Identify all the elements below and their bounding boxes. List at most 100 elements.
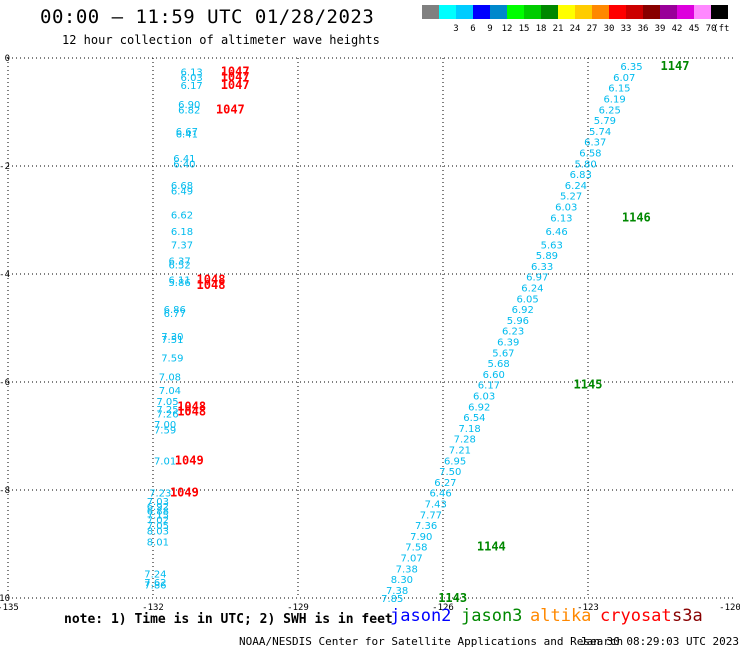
orbit-number-label: 1047 [216, 102, 245, 116]
legend-unit-label: (ft) [713, 24, 730, 34]
wave-height-label: 6.95 [444, 456, 466, 467]
orbit-number-label: 1146 [622, 210, 651, 224]
wave-height-label: 6.58 [579, 149, 601, 160]
wave-height-label: 7.59 [154, 426, 176, 437]
page-title: 00:00 – 11:59 UTC 01/28/2023 [40, 6, 375, 28]
legend-tick-label: 12 [502, 24, 513, 34]
generation-timestamp: Jan 30 08:29:03 UTC 2023 [580, 635, 739, 648]
wave-height-label: 7.26 [156, 409, 178, 420]
wave-height-label: 6.13 [550, 213, 572, 224]
legend-swatch [626, 5, 643, 19]
wave-height-label: 6.60 [483, 370, 505, 381]
wave-height-label: 6.13 [181, 68, 203, 79]
wave-height-label: 6.05 [516, 294, 538, 305]
legend-swatch [507, 5, 524, 19]
legend-tick-label: 24 [570, 24, 581, 34]
wave-height-label: 7.04 [159, 386, 181, 397]
legend-tick-label: 70 [706, 24, 717, 34]
orbit-number-label: 1049 [170, 486, 199, 500]
wave-height-label: 6.17 [478, 381, 500, 392]
wave-height-label: 6.11 [168, 275, 190, 286]
wave-height-label: 5.63 [541, 240, 563, 251]
wave-height-label: 6.07 [613, 73, 635, 84]
wave-height-label: 6.62 [171, 211, 193, 222]
orbit-number-label: 1047 [221, 78, 250, 92]
legend-swatch [575, 5, 592, 19]
legend-tick-label: 3 [453, 24, 458, 34]
satellite-cryosat: cryosat [600, 606, 672, 626]
wave-height-label: 6.33 [531, 262, 553, 273]
y-tick-label: -6 [0, 378, 10, 388]
wave-height-label: 7.30 [161, 332, 183, 343]
orbit-number-label: 1147 [661, 59, 690, 73]
y-tick-label: -2 [0, 162, 10, 172]
wave-height-label: 8.03 [147, 527, 169, 538]
orbit-number-label: 1048 [197, 272, 226, 286]
x-tick-label: -126 [432, 603, 454, 610]
wave-height-label: 6.03 [473, 392, 495, 403]
wave-height-label: 7.85 [381, 594, 403, 605]
wave-height-label: 7.86 [144, 581, 166, 592]
legend-tick-label: 36 [638, 24, 649, 34]
wave-height-label: 6.92 [512, 305, 534, 316]
orbit-number-label: 1143 [438, 591, 467, 605]
wave-height-label: 7.28 [454, 435, 476, 446]
legend-tick-label: 18 [536, 24, 547, 34]
legend-tick-label: 21 [553, 24, 564, 34]
legend-tick-label: 27 [587, 24, 598, 34]
units-note: note: 1) Time is in UTC; 2) SWH is in fe… [64, 612, 393, 627]
wave-height-label: 6.92 [147, 502, 169, 513]
wave-height-label: 7.08 [159, 373, 181, 384]
wave-height-label: 6.37 [584, 138, 606, 149]
wave-height-label: 6.83 [570, 170, 592, 181]
legend-tick-label: 30 [604, 24, 615, 34]
wave-height-label: 7.62 [144, 578, 166, 589]
wave-height-label: 6.92 [468, 402, 490, 413]
satellite-altika: altika [530, 606, 592, 626]
wave-height-label: 7.59 [161, 354, 183, 365]
satellite-s3a: s3a [672, 606, 703, 626]
x-tick-label: -135 [0, 603, 19, 610]
wave-height-label: 6.24 [521, 284, 543, 295]
legend-swatch [609, 5, 626, 19]
wave-height-label: 6.37 [168, 257, 190, 268]
wave-height-label: 6.54 [463, 413, 485, 424]
footer-credit: NOAA/NESDIS Center for Satellite Applica… [239, 635, 624, 648]
legend-tick-label: 33 [621, 24, 632, 34]
legend-swatch [490, 5, 507, 19]
wave-height-label: 5.74 [589, 127, 611, 138]
legend-swatch [660, 5, 677, 19]
wave-height-label: 5.27 [560, 192, 582, 203]
wave-height-label: 6.24 [565, 181, 587, 192]
wave-height-label: 6.49 [171, 186, 193, 197]
y-tick-label: -8 [0, 486, 10, 496]
wave-height-label: 6.77 [164, 309, 186, 320]
wave-height-label: 7.50 [439, 467, 461, 478]
wave-height-label: 6.82 [178, 105, 200, 116]
legend-swatch [473, 5, 490, 19]
wave-height-label: 7.07 [400, 554, 422, 565]
y-tick-label: -4 [0, 270, 10, 280]
wave-height-label: 7.18 [458, 424, 480, 435]
satellite-jason2: jason2 [390, 606, 452, 626]
orbit-number-label: 1047 [221, 70, 250, 84]
wave-height-label: 7.21 [449, 446, 471, 457]
legend-tick-label: 6 [470, 24, 475, 34]
wave-height-label: 6.03 [181, 73, 203, 84]
wave-height-label: 6.23 [502, 327, 524, 338]
legend-swatch [558, 5, 575, 19]
wave-height-label: 6.39 [497, 338, 519, 349]
x-tick-label: -123 [577, 603, 599, 610]
wave-height-label: 6.40 [173, 159, 195, 170]
wave-height-label: 6.35 [620, 62, 642, 73]
wave-height-label: 7.03 [147, 497, 169, 508]
wave-height-label: 6.88 [147, 507, 169, 518]
y-tick-label: -10 [0, 594, 10, 604]
orbit-number-label: 1048 [197, 278, 226, 292]
legend-swatch [592, 5, 609, 19]
legend-swatch [694, 5, 711, 19]
legend-swatch [422, 5, 439, 19]
wave-height-label: 6.97 [526, 273, 548, 284]
wave-height-label: 5.68 [487, 359, 509, 370]
